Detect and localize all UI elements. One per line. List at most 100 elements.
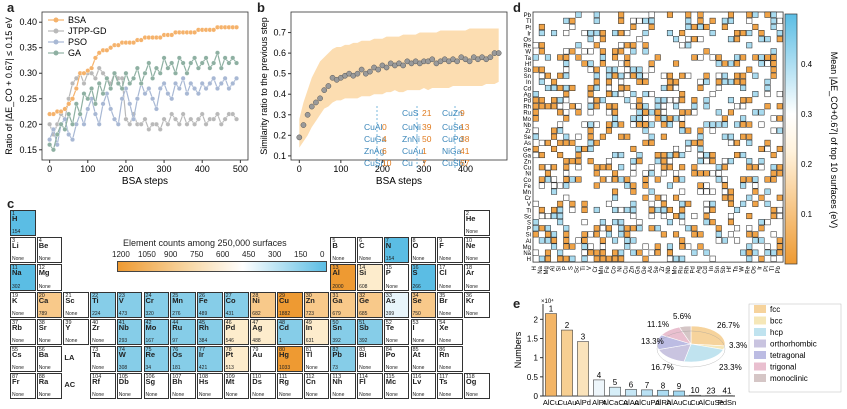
data-point: [111, 116, 117, 122]
element-count: None: [439, 310, 452, 317]
heatmap-cell: [654, 115, 661, 122]
element-cell-s: 16 S 266: [410, 264, 437, 291]
heatmap-cell: [691, 225, 698, 232]
element-symbol: Si: [359, 268, 367, 278]
heatmap-cell: [630, 213, 637, 220]
panel-label-e: e: [513, 296, 521, 311]
heatmap-cell: [703, 103, 710, 110]
heatmap-cell: [642, 30, 649, 37]
data-point: [92, 75, 98, 81]
heatmap-cell: [746, 133, 753, 140]
heatmap-col-label: Ru: [678, 266, 684, 274]
element-cell-ir: 77 Ir 421: [196, 346, 223, 373]
heatmap-cell: [660, 164, 667, 171]
similarity-table-pair: ZnNi: [402, 134, 420, 144]
heatmap-cell: [721, 78, 728, 85]
element-count: None: [92, 337, 105, 344]
heatmap-cell: [624, 225, 631, 232]
heatmap-cell: [697, 11, 704, 18]
heatmap-cell: [740, 182, 747, 189]
heatmap-cell: [648, 188, 655, 195]
y-tick-label-a: 0.30: [19, 68, 37, 78]
bar: [561, 329, 573, 397]
element-count: None: [38, 283, 51, 290]
heatmap-cell: [532, 145, 539, 152]
heatmap-cell: [752, 231, 759, 238]
element-cell-at: 85 At None: [410, 346, 437, 373]
heatmap-cell: [770, 54, 777, 61]
data-point: [300, 122, 307, 128]
heatmap-cell: [599, 133, 606, 140]
heatmap-cell: [666, 182, 673, 189]
element-symbol: Al: [332, 268, 340, 278]
heatmap-cell: [685, 23, 692, 30]
element-symbol: Nh: [332, 377, 343, 387]
heatmap-cell: [624, 60, 631, 67]
heatmap-cell: [532, 97, 539, 104]
heatmap-cell: [770, 176, 777, 183]
heatmap-cell: [721, 237, 728, 244]
data-point: [429, 56, 436, 63]
element-cell-rf: 104 Rf None: [90, 373, 116, 400]
element-symbol: S: [412, 268, 418, 278]
heatmap-cell: [654, 243, 661, 250]
element-symbol: Fe: [198, 295, 208, 305]
data-point: [115, 121, 121, 127]
atomic-number: 34: [412, 292, 419, 299]
heatmap-cell: [624, 66, 631, 73]
element-cell-re: 75 Re 34: [143, 346, 170, 373]
heatmap-cell: [605, 127, 612, 134]
heatmap-cell: [544, 170, 551, 177]
heatmap-cell: [618, 231, 625, 238]
element-symbol: Be: [38, 241, 49, 251]
element-symbol: H: [12, 214, 18, 223]
heatmap-cell: [551, 133, 558, 140]
heatmap-cell: [715, 109, 722, 116]
heatmap-cell: [587, 249, 594, 256]
heatmap-row-label: Sc: [524, 214, 531, 220]
heatmap-cell: [648, 60, 655, 67]
chart-a: 0 100 200 300 400 500 0.15 0.20 0.25 0.30 0.35 0.40…: [4, 11, 249, 187]
element-symbol: Sb: [359, 322, 369, 332]
heatmap-cell: [636, 121, 643, 128]
heatmap-cell: [721, 158, 728, 165]
heatmap-row-label: Na: [523, 251, 531, 257]
heatmap-cell: [758, 145, 765, 152]
heatmap-cell: [538, 23, 545, 30]
atomic-number: 88: [38, 374, 45, 381]
element-cell-nb: 41 Nb 293: [116, 318, 143, 345]
heatmap-cell: [618, 121, 625, 128]
element-count: 1033: [279, 365, 291, 372]
data-point: [173, 80, 179, 86]
heatmap-cell: [563, 66, 570, 73]
data-point: [230, 55, 236, 61]
data-point: [100, 91, 106, 97]
element-symbol: Xe: [439, 322, 449, 332]
element-symbol: Fr: [12, 377, 20, 387]
heatmap-cell: [746, 231, 753, 238]
data-point: [70, 80, 76, 86]
heatmap-row-label: Re: [523, 44, 531, 50]
heatmap-cell: [685, 11, 692, 18]
heatmap-cell: [636, 219, 643, 226]
element-cell-ru: 44 Ru 97: [170, 318, 196, 345]
element-cell-o: 8 O None: [410, 237, 437, 264]
data-point: [153, 121, 159, 127]
heatmap-cell: [727, 188, 734, 195]
heatmap-cell: [630, 164, 637, 171]
heatmap-cell: [691, 139, 698, 146]
heatmap-cell: [727, 11, 734, 18]
element-cell-lv: 116 Lv None: [410, 373, 437, 400]
heatmap-cell: [630, 249, 637, 256]
heatmap-cell: [697, 84, 704, 91]
element-cell-n: 7 N 154: [383, 237, 410, 264]
heatmap-cell: [776, 194, 783, 201]
heatmap-cell: [648, 225, 655, 232]
data-point: [211, 75, 217, 81]
atomic-number: 86: [439, 347, 446, 353]
element-symbol: Li: [12, 241, 19, 251]
element-symbol: Rf: [92, 377, 101, 387]
atomic-number: 111: [279, 374, 288, 381]
y-tick-label-e: 1: [534, 354, 539, 363]
element-symbol: Zn: [305, 295, 315, 305]
